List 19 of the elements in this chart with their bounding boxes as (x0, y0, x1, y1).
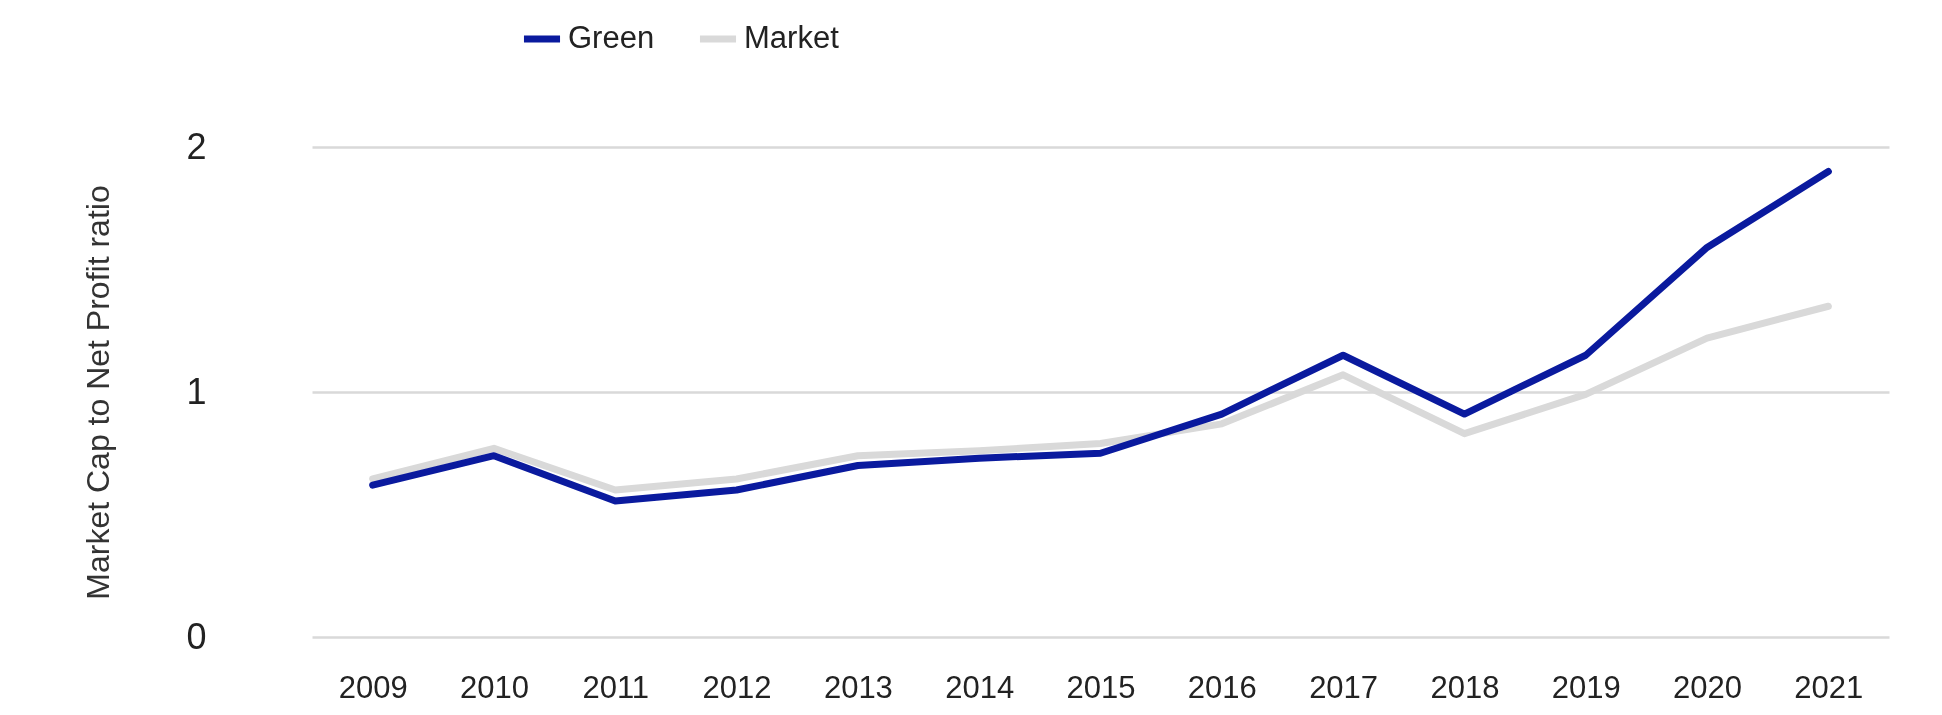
legend-label: Green (568, 20, 655, 55)
x-tick-label: 2015 (1066, 669, 1136, 705)
x-tick-label: 2012 (702, 669, 772, 705)
x-tick-label: 2014 (945, 669, 1015, 705)
x-tick-label: 2017 (1309, 669, 1379, 705)
y-tick-label: 1 (186, 370, 207, 412)
x-tick-label: 2016 (1187, 669, 1257, 705)
x-tick-label: 2020 (1673, 669, 1743, 705)
x-tick-label: 2009 (338, 669, 408, 705)
y-axis-title: Market Cap to Net Profit ratio (80, 185, 117, 600)
x-tick-label: 2013 (823, 669, 893, 705)
x-tick-label: 2019 (1551, 669, 1621, 705)
x-tick-label: 2021 (1794, 669, 1864, 705)
y-tick-label: 2 (186, 125, 207, 167)
x-tick-label: 2011 (582, 669, 650, 705)
x-tick-label: 2010 (459, 669, 529, 705)
legend-label: Market (744, 20, 840, 55)
x-tick-label: 2018 (1430, 669, 1500, 705)
y-tick-label: 0 (186, 615, 207, 657)
